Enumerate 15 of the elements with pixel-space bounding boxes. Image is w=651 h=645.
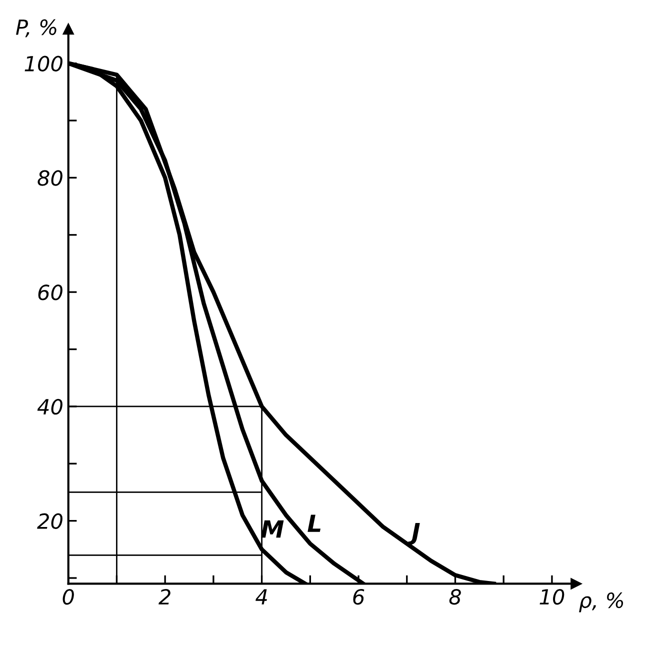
series-label: L bbox=[308, 514, 320, 532]
x-tick-label: 6 bbox=[353, 588, 364, 605]
y-tick-label: 40 bbox=[37, 398, 62, 415]
y-tick-label: 60 bbox=[38, 284, 62, 300]
y-tick-label: 100 bbox=[24, 56, 62, 72]
x-tick-label: 2 bbox=[158, 588, 170, 604]
y-tick-label: 80 bbox=[38, 170, 62, 186]
x-tick-label: 0 bbox=[62, 588, 74, 605]
series-label: J bbox=[408, 522, 420, 545]
x-axis-title: ρ, % bbox=[579, 592, 624, 612]
x-tick-label: 10 bbox=[540, 588, 564, 605]
y-tick-label: 20 bbox=[37, 513, 62, 530]
y-axis-title: P, % bbox=[16, 19, 56, 38]
x-tick-label: 8 bbox=[449, 588, 461, 605]
x-tick-label: 4 bbox=[256, 589, 267, 604]
